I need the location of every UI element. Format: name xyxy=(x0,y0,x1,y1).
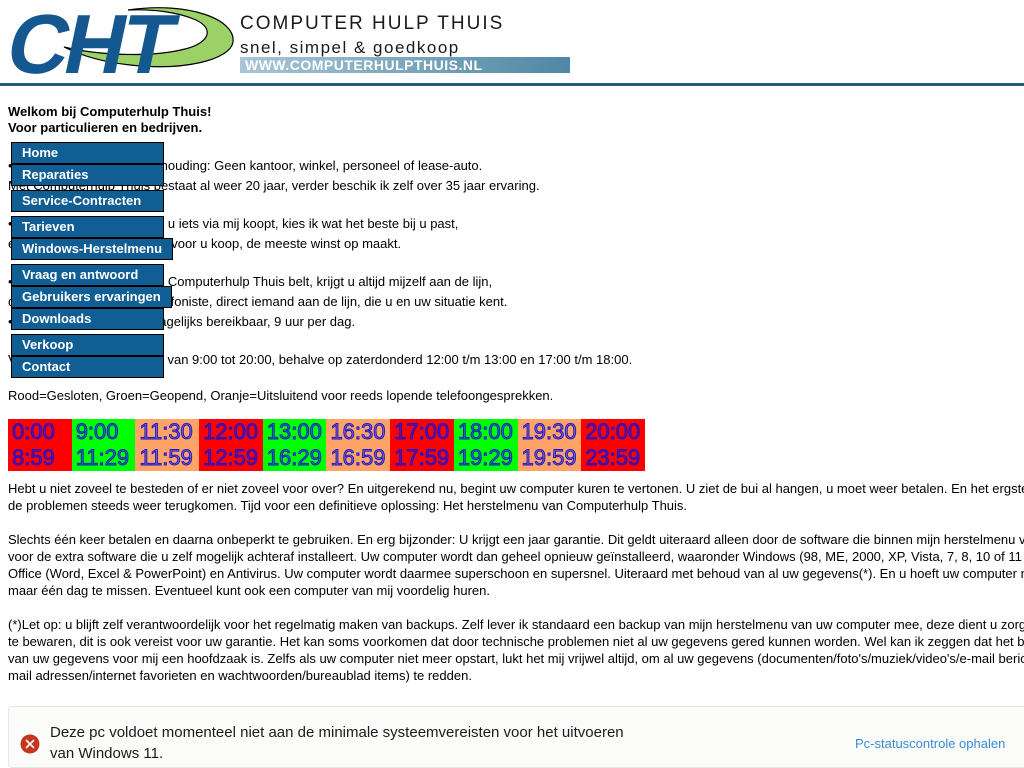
svg-text:CHT: CHT xyxy=(0,0,184,91)
